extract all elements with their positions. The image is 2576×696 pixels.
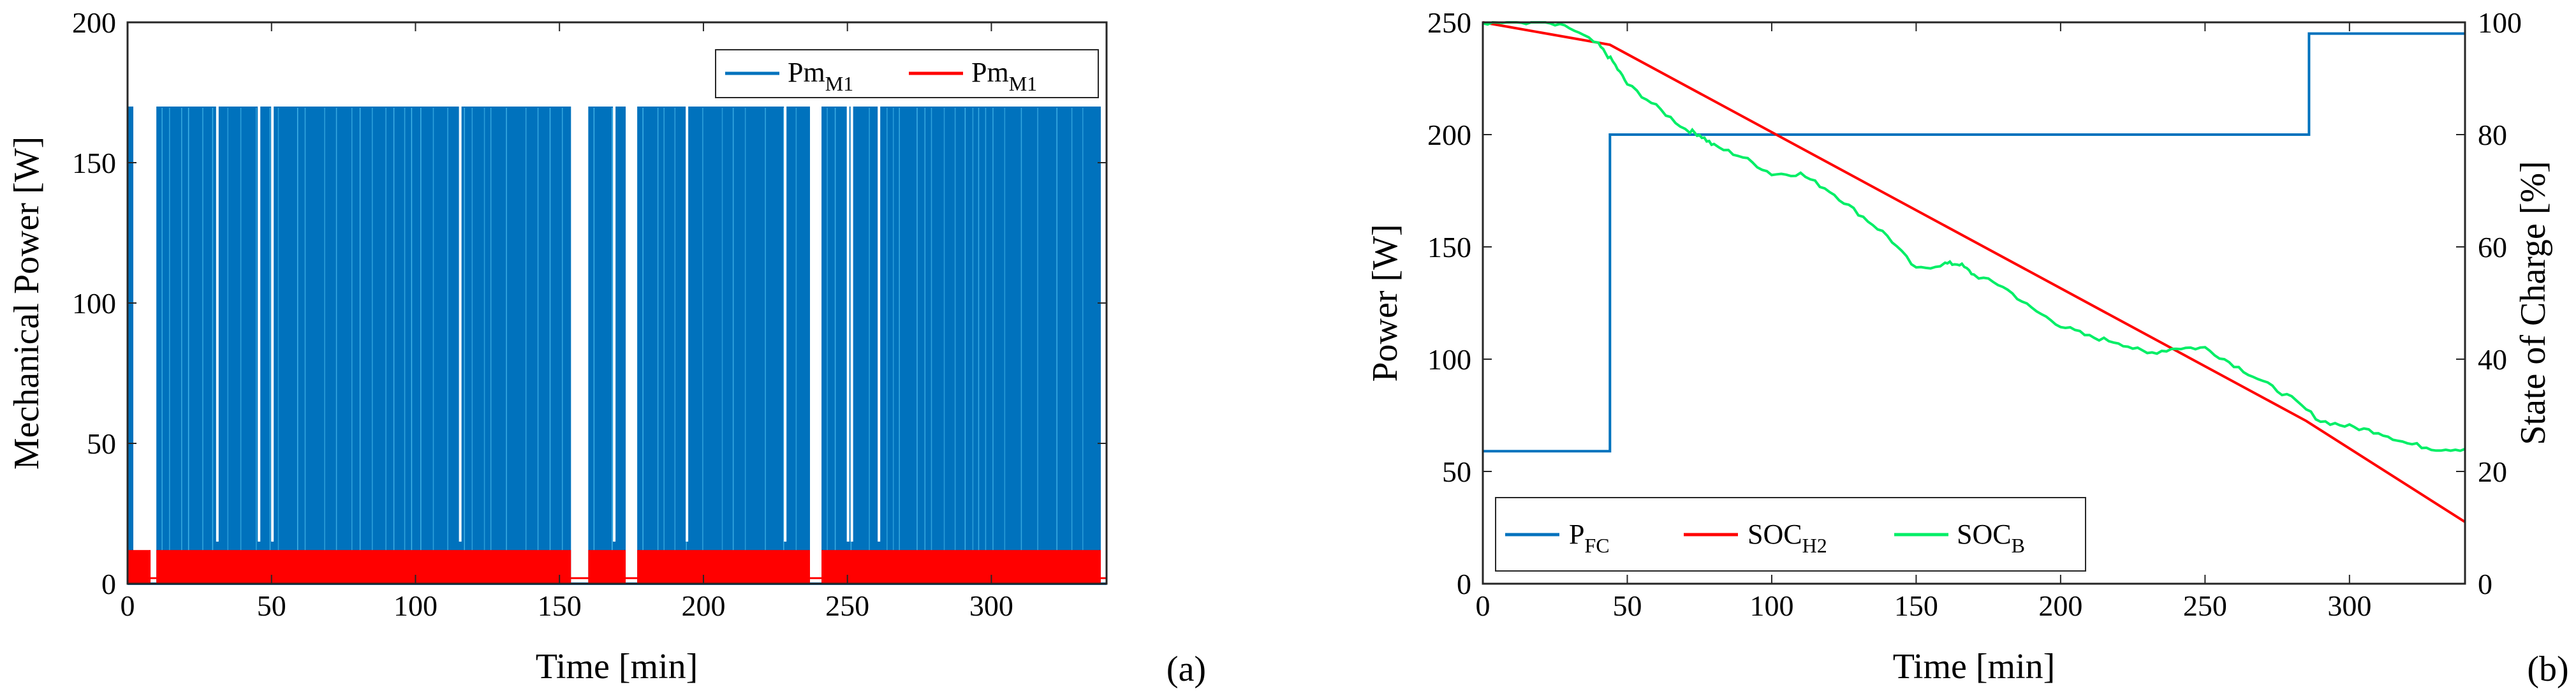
chart-b-data xyxy=(1482,20,2466,523)
chart-b-ytick-right-label: 20 xyxy=(2478,455,2507,488)
chart-a-ytick-label: 50 xyxy=(87,427,116,460)
series-pm-m1-red-segment xyxy=(156,550,571,584)
chart-a-xtick-label: 100 xyxy=(394,589,438,622)
chart-b-ytick-label: 50 xyxy=(1442,455,1471,488)
legend-label-main: SOC xyxy=(1957,519,2012,550)
legend-label-soc-h2: SOCH2 xyxy=(1748,519,1827,557)
legend-label-sub: M1 xyxy=(1009,72,1037,95)
chart-b-ytick-label: 100 xyxy=(1427,343,1471,376)
series-pm-m1-blue-segment xyxy=(637,107,810,584)
series-pm-m1-blue-segment xyxy=(156,107,571,584)
chart-a-xtick-label: 50 xyxy=(257,589,286,622)
series-pm-m1-red-segment xyxy=(128,550,151,584)
chart-a-ytick-label: 150 xyxy=(72,147,116,179)
legend-label-main: Pm xyxy=(788,57,825,88)
chart-b: 0 50 100 150 200 250 300 0 50 100 150 200 250 0 20 40… xyxy=(1365,6,2569,689)
chart-b-ylabel-right: State of Charge [%] xyxy=(2513,161,2553,445)
chart-b-xtick-label: 0 xyxy=(1476,589,1490,622)
chart-b-xlabel: Time [min] xyxy=(1893,647,2056,686)
chart-b-panel-label: (b) xyxy=(2527,649,2568,689)
chart-a-data xyxy=(128,107,1107,585)
legend-label-sub: H2 xyxy=(1802,534,1827,557)
series-pm-m1-red-segment xyxy=(637,550,810,584)
chart-b-xtick-label: 50 xyxy=(1612,589,1642,622)
legend-label-pm-m1-red: PmM1 xyxy=(971,57,1037,95)
series-pm-m1-blue-segment xyxy=(821,107,1101,584)
chart-b-xtick-label: 250 xyxy=(2183,589,2227,622)
chart-a-panel-label: (a) xyxy=(1167,649,1206,689)
chart-b-ytick-right-label: 60 xyxy=(2478,231,2507,263)
chart-a-y-ticks: 0 50 100 150 200 xyxy=(72,6,1107,600)
chart-a-ylabel: Mechanical Power [W] xyxy=(7,137,47,470)
chart-a: 0 50 100 150 200 250 300 0 50 100 150 200 Time [mi… xyxy=(7,6,1206,689)
series-pm-m1-red-segment xyxy=(821,550,1101,584)
chart-a-xlabel: Time [min] xyxy=(536,647,698,686)
chart-b-ytick-right-label: 100 xyxy=(2478,6,2522,39)
chart-a-x-ticks: 0 50 100 150 200 250 300 xyxy=(121,22,1013,622)
series-p-fc-line xyxy=(1483,32,2465,453)
legend-label-soc-b: SOCB xyxy=(1957,519,2025,557)
series-soc-h2-line xyxy=(1482,21,2466,523)
series-soc-b-line xyxy=(1482,20,2466,452)
chart-b-ytick-right-label: 0 xyxy=(2478,568,2492,600)
chart-b-legend: PFC SOCH2 SOCB xyxy=(1495,497,2086,572)
chart-a-xtick-label: 300 xyxy=(969,589,1013,622)
chart-a-legend: PmM1 PmM1 xyxy=(715,49,1099,98)
chart-a-xtick-label: 250 xyxy=(825,589,869,622)
chart-b-ylabel: Power [W] xyxy=(1365,224,1405,381)
chart-a-ytick-label: 200 xyxy=(72,6,116,39)
series-pm-m1-blue-segment xyxy=(588,107,626,584)
legend-label-main: SOC xyxy=(1748,519,1802,550)
chart-b-xtick-label: 200 xyxy=(2038,589,2082,622)
chart-b-ytick-label: 250 xyxy=(1427,6,1471,39)
chart-b-plot-area xyxy=(1483,22,2465,584)
chart-b-xtick-label: 150 xyxy=(1894,589,1938,622)
chart-b-ytick-label: 150 xyxy=(1427,231,1471,263)
legend-label-sub: FC xyxy=(1584,534,1609,557)
legend-label-sub: B xyxy=(2012,534,2025,557)
chart-b-ytick-right-label: 80 xyxy=(2478,119,2507,151)
series-pm-m1-blue-segment xyxy=(128,107,134,584)
chart-b-frame xyxy=(1482,21,2466,585)
chart-a-xtick-label: 150 xyxy=(538,589,582,622)
legend-label-main: P xyxy=(1569,519,1584,550)
chart-b-xtick-label: 100 xyxy=(1749,589,1793,622)
chart-b-y-ticks-left: 0 50 100 150 200 250 xyxy=(1427,6,1492,600)
chart-b-ytick-right-label: 40 xyxy=(2478,343,2507,376)
chart-a-ytick-label: 100 xyxy=(72,287,116,320)
legend-label-sub: M1 xyxy=(825,72,853,95)
chart-b-x-ticks: 0 50 100 150 200 250 300 xyxy=(1476,22,2371,622)
legend-label-pm-m1-blue: PmM1 xyxy=(788,57,853,95)
chart-a-xtick-label: 0 xyxy=(121,589,135,622)
legend-label-p-fc: PFC xyxy=(1569,519,1610,557)
chart-b-legend-box xyxy=(1495,497,2086,572)
chart-b-y-ticks-right: 0 20 40 60 80 100 xyxy=(2456,6,2522,600)
legend-label-main: Pm xyxy=(971,57,1009,88)
series-pm-m1-red-segment xyxy=(588,550,626,584)
chart-b-ytick-label: 0 xyxy=(1457,568,1471,600)
chart-a-xtick-label: 200 xyxy=(681,589,725,622)
chart-b-xtick-label: 300 xyxy=(2327,589,2371,622)
chart-a-ytick-label: 0 xyxy=(101,568,116,600)
chart-b-ytick-label: 200 xyxy=(1427,119,1471,151)
